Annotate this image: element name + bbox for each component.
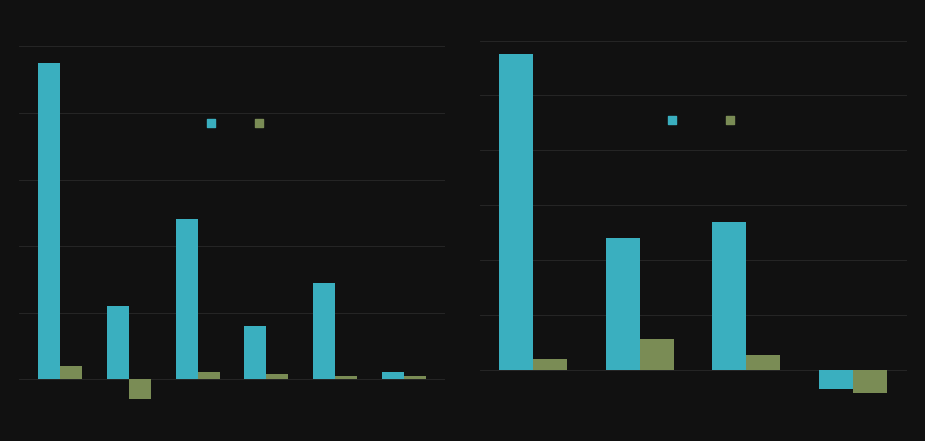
- Bar: [198, 372, 219, 379]
- Bar: [533, 359, 567, 370]
- Bar: [640, 340, 673, 370]
- Bar: [266, 374, 289, 379]
- Bar: [38, 63, 60, 379]
- Bar: [499, 54, 533, 370]
- Point: [664, 116, 679, 123]
- Point: [723, 116, 738, 123]
- Bar: [746, 355, 781, 370]
- Bar: [335, 376, 357, 379]
- Bar: [712, 221, 746, 370]
- Bar: [176, 220, 198, 379]
- Bar: [819, 370, 853, 389]
- Bar: [314, 283, 335, 379]
- Bar: [404, 376, 426, 379]
- Bar: [606, 238, 640, 370]
- Point: [253, 120, 267, 127]
- Bar: [853, 370, 887, 393]
- Bar: [129, 379, 151, 399]
- Point: [204, 120, 218, 127]
- Bar: [382, 372, 404, 379]
- Bar: [60, 366, 82, 379]
- Bar: [244, 326, 266, 379]
- Bar: [106, 306, 129, 379]
